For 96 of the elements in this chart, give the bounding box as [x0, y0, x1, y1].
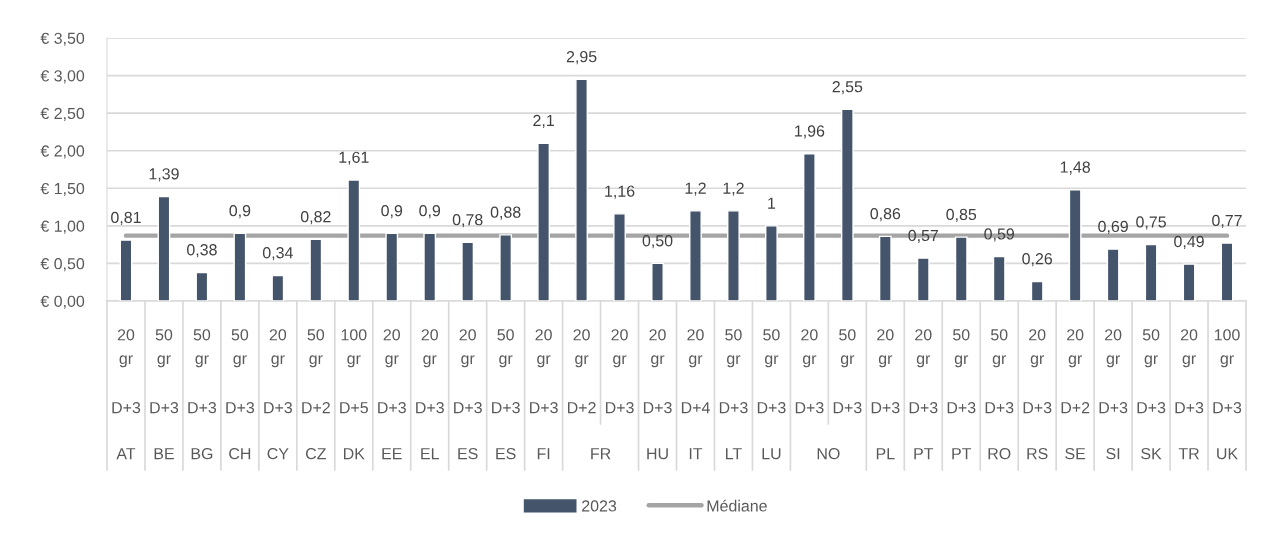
- category-label: 20 gr D+3 EE: [378, 329, 406, 460]
- data-label: 0,9: [419, 205, 441, 219]
- category-label: 50 gr D+3 PT: [947, 329, 976, 460]
- bar: [840, 108, 854, 301]
- bar: [613, 213, 626, 301]
- legend-label: 2023: [582, 500, 617, 512]
- data-label: 0,78: [452, 214, 483, 228]
- data-label: 0,81: [111, 211, 141, 225]
- bar: [765, 225, 778, 301]
- data-label: 0,88: [490, 206, 521, 220]
- y-tick-label: € 1,50: [40, 182, 85, 197]
- data-label: 2,95: [566, 50, 597, 65]
- data-label: 1,2: [685, 182, 706, 196]
- bar: [461, 241, 475, 301]
- category-label: 50 gr D+3 LU: [757, 329, 786, 460]
- data-label: 1,16: [605, 185, 635, 199]
- bar: [195, 271, 209, 301]
- bar: [727, 210, 740, 301]
- category-label: 50 gr D+2 CZ: [302, 329, 330, 460]
- data-label: 2,1: [533, 114, 554, 129]
- category-label: 20 gr D+3 TR: [1175, 329, 1204, 460]
- y-tick-label: € 0,00: [40, 295, 85, 309]
- category-label: 50 gr D+3 RO: [985, 329, 1014, 460]
- category-label: 20 gr D+3 AT: [112, 329, 141, 460]
- bar: [157, 195, 171, 301]
- category-label: 100 gr D+5 DK: [340, 329, 368, 460]
- y-tick-label: € 1,00: [40, 220, 85, 234]
- bar: [233, 232, 247, 301]
- bar: [1144, 243, 1158, 301]
- category-label: 50 gr D+3 BE: [150, 329, 179, 460]
- bar: [1182, 263, 1196, 301]
- category-label: 20 gr D+3 HU: [643, 329, 672, 460]
- data-label: 0,85: [946, 208, 977, 222]
- category-label: 50 gr D+3 LT: [719, 329, 748, 460]
- category-label: 50 gr D+3 ES: [492, 329, 520, 460]
- bar: [802, 153, 816, 301]
- data-label: 0,26: [1022, 253, 1053, 267]
- y-tick-label: € 2,50: [40, 107, 85, 121]
- bar: [954, 236, 968, 301]
- category-label: 20 gr D+3 ES: [454, 329, 482, 460]
- category-label: 20 gr D+4 IT: [681, 329, 710, 460]
- data-label: 1,48: [1060, 161, 1090, 175]
- category-label: 20 gr D+3 EL: [416, 329, 444, 460]
- y-tick-label: € 0,50: [40, 258, 85, 272]
- bar: [309, 238, 323, 301]
- y-tick-label: € 2,00: [40, 145, 85, 159]
- data-label: 0,50: [642, 235, 673, 249]
- category-label: 20 gr D+3 SI: [1099, 329, 1128, 460]
- bar: [689, 210, 702, 301]
- category-label: 50 gr D+3 BG: [188, 329, 217, 460]
- category-label: 20 gr D+3 RS: [1023, 329, 1052, 460]
- data-label: 0,49: [1174, 235, 1204, 250]
- bar: [992, 255, 1006, 301]
- bar: [1068, 189, 1082, 301]
- bar: [499, 234, 513, 301]
- category-label: 50 gr D+3 CH: [226, 329, 255, 460]
- data-label: 0,38: [187, 244, 217, 258]
- legend-label: Médiane: [707, 499, 767, 512]
- bar: [1220, 242, 1234, 301]
- bar: [119, 239, 133, 301]
- data-label: 1,39: [149, 168, 179, 182]
- category-label: 20 gr D+3: [605, 329, 634, 414]
- data-label: 0,9: [229, 205, 251, 219]
- category-label: 20 gr D+3 FI: [530, 329, 558, 460]
- bar: [1106, 248, 1120, 301]
- category-label: 50 gr D+3: [833, 329, 862, 414]
- data-label: 0,34: [262, 247, 293, 261]
- data-label: 1,2: [723, 182, 744, 196]
- bar: [347, 179, 361, 301]
- bar: [651, 262, 664, 301]
- bar: [537, 142, 551, 301]
- category-label: 20 gr D+3 PL: [871, 329, 900, 460]
- bar: [575, 78, 588, 301]
- y-tick-label: € 3,00: [40, 70, 85, 84]
- bar: [916, 257, 930, 301]
- bar: [385, 232, 399, 301]
- category-label: 20 gr D+3 PT: [909, 329, 938, 460]
- bar: [423, 232, 437, 301]
- y-tick-label: € 3,50: [40, 32, 85, 46]
- data-label: 0,69: [1098, 220, 1128, 234]
- data-label: 0,82: [300, 211, 331, 225]
- bar: [878, 235, 892, 301]
- category-label: 20 gr D+3 CY: [264, 329, 293, 460]
- category-label: 20 gr D+2 SE: [1061, 329, 1090, 460]
- data-label: 2,55: [832, 81, 863, 95]
- category-label: 50 gr D+3 SK: [1137, 329, 1166, 460]
- data-label: 0,9: [381, 205, 403, 219]
- data-label: 0,75: [1136, 216, 1166, 230]
- data-label: 1: [768, 197, 776, 209]
- data-label: 1,96: [795, 125, 825, 139]
- data-label: 0,86: [870, 208, 901, 222]
- bar: [1030, 280, 1044, 301]
- category-label: 100 gr D+3 UK: [1213, 329, 1242, 460]
- data-label: 0,77: [1212, 214, 1242, 228]
- data-label: 1,61: [339, 151, 369, 165]
- bar: [271, 274, 285, 301]
